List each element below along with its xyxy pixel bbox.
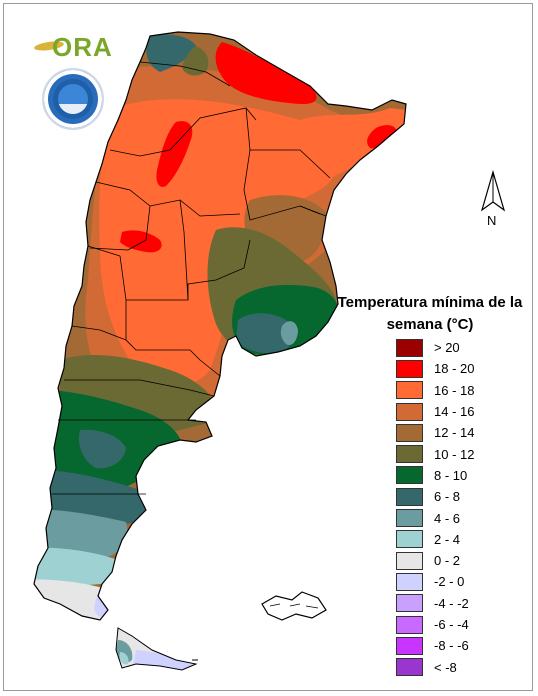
- smn-seal-logo: [42, 68, 104, 130]
- legend: > 20 18 - 20 16 - 18 14 - 16 12 - 14 10 - 12 8…: [396, 337, 526, 678]
- legend-swatch: [396, 658, 423, 677]
- north-label: N: [487, 213, 497, 228]
- legend-label: -4 - -2: [434, 595, 469, 611]
- legend-label: 8 - 10: [434, 467, 468, 483]
- legend-swatch: [396, 445, 423, 464]
- legend-swatch: [396, 487, 423, 506]
- legend-swatch: [396, 551, 423, 570]
- legend-item: 16 - 18: [396, 380, 526, 401]
- ora-logo: ORA: [33, 30, 112, 62]
- legend-label: > 20: [434, 340, 460, 356]
- legend-swatch: [396, 636, 423, 655]
- legend-item: -6 - -4: [396, 614, 526, 635]
- legend-swatch: [396, 530, 423, 549]
- legend-swatch: [396, 594, 423, 613]
- legend-item: -2 - 0: [396, 571, 526, 592]
- legend-swatch: [396, 338, 423, 357]
- legend-title: Temperatura mínima de la semana (°C): [337, 294, 523, 333]
- legend-item: 4 - 6: [396, 507, 526, 528]
- legend-swatch: [396, 381, 423, 400]
- legend-label: 18 - 20: [434, 361, 475, 377]
- legend-item: 18 - 20: [396, 358, 526, 379]
- islas-malvinas: [261, 591, 327, 621]
- legend-item: 10 - 12: [396, 443, 526, 464]
- legend-item: 2 - 4: [396, 529, 526, 550]
- legend-swatch: [396, 423, 423, 442]
- legend-label: < -8: [434, 659, 457, 675]
- legend-label: 0 - 2: [434, 553, 461, 569]
- legend-item: 8 - 10: [396, 465, 526, 486]
- legend-label: 10 - 12: [434, 446, 475, 462]
- legend-item: < -8: [396, 656, 526, 677]
- legend-item: > 20: [396, 337, 526, 358]
- legend-label: -8 - -6: [434, 638, 469, 654]
- country-outline: [33, 31, 407, 621]
- legend-item: 6 - 8: [396, 486, 526, 507]
- legend-swatch: [396, 572, 423, 591]
- legend-item: -4 - -2: [396, 593, 526, 614]
- legend-swatch: [396, 615, 423, 634]
- legend-label: 2 - 4: [434, 531, 461, 547]
- legend-swatch: [396, 466, 423, 485]
- legend-swatch: [396, 402, 423, 421]
- legend-label: 16 - 18: [434, 382, 475, 398]
- legend-label: -2 - 0: [434, 574, 465, 590]
- north-arrow-icon: [480, 170, 506, 212]
- legend-item: 14 - 16: [396, 401, 526, 422]
- legend-swatch: [396, 359, 423, 378]
- province-borders: [52, 61, 331, 495]
- legend-label: 14 - 16: [434, 404, 475, 420]
- legend-item: 0 - 2: [396, 550, 526, 571]
- legend-item: 12 - 14: [396, 422, 526, 443]
- legend-item: -8 - -6: [396, 635, 526, 656]
- legend-label: -6 - -4: [434, 617, 469, 632]
- legend-label: 12 - 14: [434, 425, 475, 441]
- legend-label: 4 - 6: [434, 510, 461, 526]
- map-frame: [3, 3, 533, 691]
- legend-label: 6 - 8: [434, 489, 461, 505]
- legend-swatch: [396, 509, 423, 528]
